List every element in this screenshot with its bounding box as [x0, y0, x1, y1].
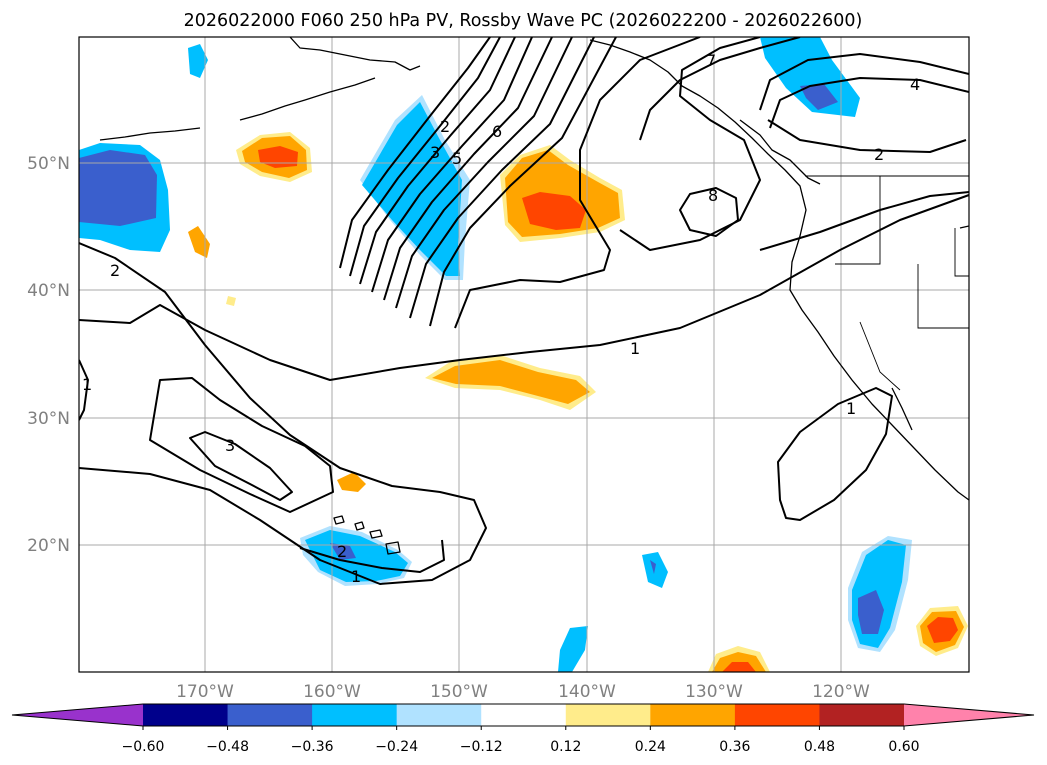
coastlines	[99, 37, 969, 501]
shade-neg-small-s	[642, 552, 668, 588]
contour-ridge-3	[359, 37, 516, 285]
latitude-labels: 50°N 40°N 30°N 20°N	[27, 154, 70, 556]
colorbar-bin	[481, 704, 567, 726]
shade-neg-se-core	[858, 590, 884, 634]
contour-ridge-5	[383, 37, 553, 301]
colorbar: −0.60 −0.48 −0.36 −0.24 −0.12 0.12 0.24 0.36 0.4…	[11, 703, 1035, 755]
contour-2-north	[759, 53, 969, 111]
shade-neg-west-core	[79, 150, 157, 226]
contour-label: 5	[452, 149, 462, 168]
map-frame	[78, 36, 970, 673]
contour-labels: 2 3 5 6 7 4 2 8 1 2 1 3 1 2 1	[82, 51, 920, 586]
colorbar-bin	[650, 704, 736, 726]
contour-2-ne-loop	[767, 119, 967, 153]
lon-label: 170°W	[176, 682, 234, 702]
colorbar-tick-label: 0.48	[804, 739, 835, 755]
lon-label: 150°W	[430, 682, 488, 702]
shade-neg-hawaii-core	[330, 543, 356, 560]
colorbar-bin	[565, 704, 651, 726]
shading-layer	[79, 37, 968, 672]
contour-ridge-6	[395, 37, 573, 309]
lon-label: 140°W	[558, 682, 616, 702]
colorbar-bin	[143, 704, 229, 726]
colorbar-extend-low	[12, 704, 143, 726]
shade-neg-ne	[760, 37, 860, 117]
contour-3-inner	[189, 431, 293, 501]
lat-label: 20°N	[27, 536, 70, 556]
contour-label: 1	[630, 339, 640, 358]
shade-pos-small-hawaii	[337, 472, 366, 492]
colorbar-bin	[819, 704, 905, 726]
contour-label: 8	[708, 186, 718, 205]
shade-neg-trough	[362, 102, 462, 276]
longitude-labels: 170°W 160°W 150°W 140°W 130°W 120°W	[176, 682, 870, 702]
pv-contours	[79, 37, 969, 585]
colorbar-bin	[734, 704, 820, 726]
shade-neg-bottom	[558, 626, 588, 672]
contour-label: 2	[337, 542, 347, 561]
contour-ridge-2	[349, 37, 501, 277]
contour-ridge-1	[339, 37, 491, 269]
colorbar-extend-high	[904, 704, 1034, 726]
shade-neg-small-s-core	[650, 560, 656, 574]
contour-8-loop	[679, 187, 739, 237]
contour-label: 1	[82, 375, 92, 394]
contour-ridge-7	[409, 37, 595, 319]
lon-label: 120°W	[812, 682, 870, 702]
contour-label: 2	[110, 261, 120, 280]
colorbar-tick-label: 0.36	[719, 739, 750, 755]
contour-ridge-8	[429, 37, 617, 327]
contour-3-loop	[149, 377, 334, 513]
colorbar-bin	[312, 704, 398, 726]
colorbar-bin	[227, 704, 313, 726]
contour-label: 4	[910, 75, 920, 94]
contour-1-se-loop	[777, 387, 893, 521]
colorbar-tick-label: 0.12	[550, 739, 581, 755]
lon-label: 160°W	[303, 682, 361, 702]
contour-ridge-outer	[454, 37, 701, 329]
contour-label: 1	[846, 399, 856, 418]
contour-ridge-4	[371, 37, 533, 293]
shade-pos-south	[432, 360, 590, 404]
shade-pos-bottom-core	[722, 662, 756, 672]
shade-pos-dot	[226, 296, 236, 306]
contour-1-south	[79, 194, 969, 381]
colorbar-tick-label: −0.48	[206, 739, 249, 755]
contour-label: 7	[706, 51, 716, 70]
shade-pos-se-core	[927, 617, 958, 643]
hawaiian-islands	[333, 515, 401, 555]
colorbar-bin	[396, 704, 482, 726]
colorbar-tick-label: −0.12	[460, 739, 503, 755]
contour-4-north	[769, 77, 969, 129]
colorbar-tick-label: 0.24	[635, 739, 666, 755]
lat-label: 30°N	[27, 409, 70, 429]
lat-label: 50°N	[27, 154, 70, 174]
figure-title: 2026022000 F060 250 hPa PV, Rossby Wave …	[184, 11, 863, 31]
contour-1-hawaii	[299, 539, 445, 573]
contour-label: 6	[492, 122, 502, 141]
contour-2-west	[79, 242, 487, 585]
contour-label: 3	[430, 143, 440, 162]
contour-label: 3	[225, 436, 235, 455]
map-area: 2 3 5 6 7 4 2 8 1 2 1 3 1 2 1	[79, 37, 969, 672]
shade-pos-central-core	[522, 192, 586, 230]
shade-neg-small-nw	[188, 44, 208, 78]
contour-label: 1	[351, 567, 361, 586]
contour-label: 2	[874, 145, 884, 164]
colorbar-tick-label: −0.24	[375, 739, 418, 755]
contour-ridge-inner	[619, 37, 761, 251]
colorbar-tick-label: −0.60	[122, 739, 165, 755]
colorbar-tick-label: 0.60	[888, 739, 919, 755]
lon-label: 130°W	[685, 682, 743, 702]
lat-label: 40°N	[27, 281, 70, 301]
shade-neg-ne-core	[800, 84, 838, 110]
colorbar-tick-label: −0.36	[291, 739, 334, 755]
contour-label: 2	[440, 117, 450, 136]
